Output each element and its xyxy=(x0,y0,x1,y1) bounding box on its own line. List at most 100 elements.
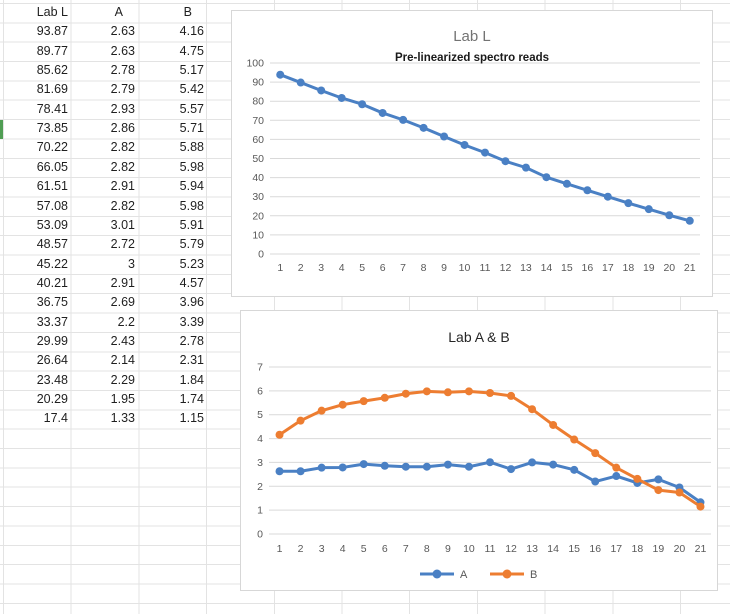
sheet-cell[interactable]: 5.88 xyxy=(179,140,204,155)
sheet-cell[interactable]: 89.77 xyxy=(36,43,68,58)
x-tick-label: 17 xyxy=(602,262,614,274)
x-tick-label: 14 xyxy=(541,262,553,274)
sheet-cell[interactable]: 5.91 xyxy=(179,217,204,232)
x-tick-label: 4 xyxy=(340,543,346,555)
sheet-cell[interactable]: 36.75 xyxy=(36,295,68,310)
sheet-cell[interactable]: 20.29 xyxy=(36,392,68,406)
sheet-cell[interactable]: 3.01 xyxy=(110,217,135,232)
sheet-cell[interactable]: 73.85 xyxy=(36,121,68,136)
sheet-cell[interactable]: 2.72 xyxy=(110,237,135,252)
sheet-cell[interactable]: 5.42 xyxy=(179,82,204,97)
sheet-cell[interactable]: 81.69 xyxy=(36,82,68,97)
sheet-cell[interactable]: 93.87 xyxy=(36,24,68,39)
sheet-cell[interactable]: 78.41 xyxy=(36,101,68,116)
data-point-marker xyxy=(443,388,452,397)
sheet-cell[interactable]: 3.96 xyxy=(179,295,204,310)
sheet-cell[interactable]: 2.86 xyxy=(110,121,135,136)
header-cell-b[interactable]: B xyxy=(183,5,192,19)
table-row: 45.22 3 5.23 xyxy=(0,255,210,274)
sheet-cell[interactable]: 3 xyxy=(128,256,135,271)
sheet-cell[interactable]: 1.15 xyxy=(179,411,204,426)
data-point-marker xyxy=(591,477,600,486)
y-tick-label: 0 xyxy=(257,529,263,541)
data-point-marker xyxy=(422,387,431,396)
x-tick-label: 5 xyxy=(359,262,365,274)
sheet-cell[interactable]: 2.78 xyxy=(179,333,204,348)
sheet-cell[interactable]: 2.79 xyxy=(110,82,135,97)
sheet-cell[interactable]: 2.93 xyxy=(110,101,135,116)
sheet-cell[interactable]: 4.16 xyxy=(179,24,204,39)
sheet-cell[interactable]: 70.22 xyxy=(36,140,68,155)
sheet-cell[interactable]: 48.57 xyxy=(36,237,68,252)
sheet-cell[interactable]: 2.63 xyxy=(110,24,135,39)
data-point-marker xyxy=(275,467,284,476)
sheet-cell[interactable]: 5.71 xyxy=(179,121,204,136)
sheet-cell[interactable]: 5.57 xyxy=(179,101,204,116)
sheet-cell[interactable]: 3.39 xyxy=(179,314,204,329)
sheet-cell[interactable]: 5.17 xyxy=(179,63,204,78)
y-tick-label: 70 xyxy=(252,115,264,127)
sheet-cell[interactable]: 2.82 xyxy=(110,140,135,155)
table-row: 36.75 2.69 3.96 xyxy=(0,293,210,312)
header-cell-lab-l[interactable]: Lab L xyxy=(36,5,68,19)
sheet-cell[interactable]: 5.98 xyxy=(179,198,204,213)
sheet-cell[interactable]: 2.14 xyxy=(110,353,135,368)
x-tick-label: 3 xyxy=(318,262,324,274)
sheet-cell[interactable]: 2.91 xyxy=(110,179,135,194)
x-tick-label: 20 xyxy=(663,262,675,274)
sheet-cell[interactable]: 2.91 xyxy=(110,275,135,290)
sheet-cell[interactable]: 4.75 xyxy=(179,43,204,58)
sheet-cell[interactable]: 2.29 xyxy=(110,372,135,387)
sheet-cell[interactable]: 2.82 xyxy=(110,198,135,213)
data-point-marker xyxy=(696,502,705,511)
sheet-cell[interactable]: 17.4 xyxy=(43,411,68,426)
sheet-cell[interactable]: 4.57 xyxy=(179,275,204,290)
sheet-cell[interactable]: 45.22 xyxy=(36,256,68,271)
data-point-marker xyxy=(481,148,489,157)
sheet-cell[interactable]: 1.84 xyxy=(179,372,204,387)
sheet-cell[interactable]: 2.31 xyxy=(179,353,204,368)
sheet-cell[interactable]: 5.23 xyxy=(179,256,204,271)
x-tick-label: 2 xyxy=(298,543,304,555)
y-tick-label: 60 xyxy=(252,134,264,146)
sheet-cell[interactable]: 23.48 xyxy=(36,372,68,387)
sheet-cell[interactable]: 61.51 xyxy=(36,179,68,194)
sheet-cell[interactable]: 2.78 xyxy=(110,63,135,78)
data-point-marker xyxy=(317,86,326,95)
sheet-cell[interactable]: 57.08 xyxy=(36,198,68,213)
lab-l-chart[interactable]: 0 10 20 30 40 50 60 70 80 90 100 1 2 3 4 5 6 7 8 9 10 11 12 13 1… xyxy=(231,10,713,297)
sheet-cell[interactable]: 2.43 xyxy=(110,333,135,348)
sheet-cell[interactable]: 40.21 xyxy=(36,275,68,290)
data-point-marker xyxy=(358,100,367,109)
sheet-cell[interactable]: 66.05 xyxy=(36,159,68,174)
sheet-cell[interactable]: 53.09 xyxy=(36,217,68,232)
sheet-cell[interactable]: 1.95 xyxy=(110,392,135,406)
sheet-cell[interactable]: 5.79 xyxy=(179,237,204,252)
table-row: 93.87 2.63 4.16 xyxy=(0,22,210,41)
x-tick-label: 6 xyxy=(380,262,386,274)
data-point-marker xyxy=(603,192,612,201)
x-tick-label: 4 xyxy=(339,262,345,274)
header-cell-a[interactable]: A xyxy=(114,5,123,19)
data-point-marker xyxy=(399,115,408,124)
table-row: 53.09 3.01 5.91 xyxy=(0,216,210,235)
sheet-cell[interactable]: 1.33 xyxy=(110,411,135,426)
sheet-cell[interactable]: 2.63 xyxy=(110,43,135,58)
sheet-cell[interactable]: 1.74 xyxy=(179,392,204,406)
sheet-cell[interactable]: 5.98 xyxy=(179,159,204,174)
sheet-cell[interactable]: 85.62 xyxy=(36,63,68,78)
table-row: 33.37 2.2 3.39 xyxy=(0,313,210,332)
data-point-marker xyxy=(612,472,621,481)
y-tick-label: 1 xyxy=(257,505,263,517)
sheet-cell[interactable]: 5.94 xyxy=(179,179,204,194)
sheet-cell[interactable]: 26.64 xyxy=(36,353,68,368)
sheet-cell[interactable]: 2.82 xyxy=(110,159,135,174)
table-row: 17.4 1.33 1.15 xyxy=(0,409,210,428)
lab-a-b-chart[interactable]: 0 1 2 3 4 5 6 7 1 2 3 4 5 6 7 8 9 10 11 12 13 14 15 16 17 18 19 20 2… xyxy=(240,310,718,591)
data-point-marker xyxy=(337,93,346,102)
legend-marker xyxy=(502,569,512,579)
sheet-cell[interactable]: 2.2 xyxy=(117,314,135,329)
sheet-cell[interactable]: 29.99 xyxy=(36,333,68,348)
sheet-cell[interactable]: 2.69 xyxy=(110,295,135,310)
sheet-cell[interactable]: 33.37 xyxy=(36,314,68,329)
